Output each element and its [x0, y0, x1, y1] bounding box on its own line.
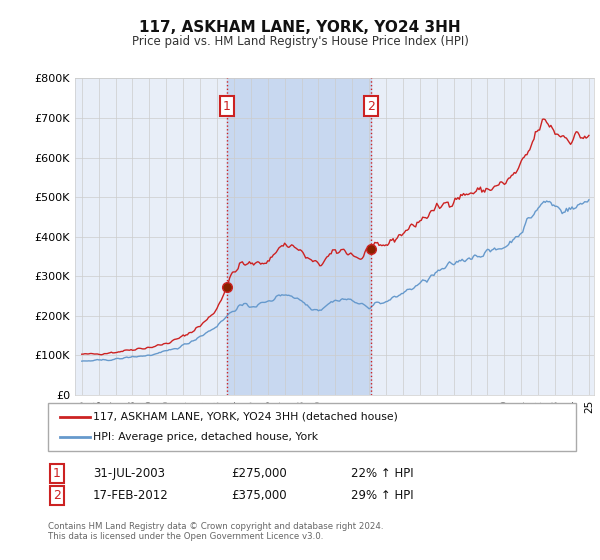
Text: 117, ASKHAM LANE, YORK, YO24 3HH (detached house): 117, ASKHAM LANE, YORK, YO24 3HH (detach…: [93, 412, 398, 422]
Bar: [227, 78, 371, 395]
Text: 22% ↑ HPI: 22% ↑ HPI: [351, 466, 413, 480]
Text: 2: 2: [53, 489, 61, 502]
Text: Contains HM Land Registry data © Crown copyright and database right 2024.
This d: Contains HM Land Registry data © Crown c…: [48, 522, 383, 542]
Text: 2: 2: [367, 100, 375, 113]
Text: Price paid vs. HM Land Registry's House Price Index (HPI): Price paid vs. HM Land Registry's House …: [131, 35, 469, 48]
Text: 1: 1: [223, 100, 230, 113]
Text: £375,000: £375,000: [231, 489, 287, 502]
Text: 29% ↑ HPI: 29% ↑ HPI: [351, 489, 413, 502]
Text: 17-FEB-2012: 17-FEB-2012: [93, 489, 169, 502]
Text: 117, ASKHAM LANE, YORK, YO24 3HH: 117, ASKHAM LANE, YORK, YO24 3HH: [139, 20, 461, 35]
Text: 31-JUL-2003: 31-JUL-2003: [93, 466, 165, 480]
Text: 1: 1: [53, 466, 61, 480]
Text: £275,000: £275,000: [231, 466, 287, 480]
Text: HPI: Average price, detached house, York: HPI: Average price, detached house, York: [93, 432, 318, 442]
